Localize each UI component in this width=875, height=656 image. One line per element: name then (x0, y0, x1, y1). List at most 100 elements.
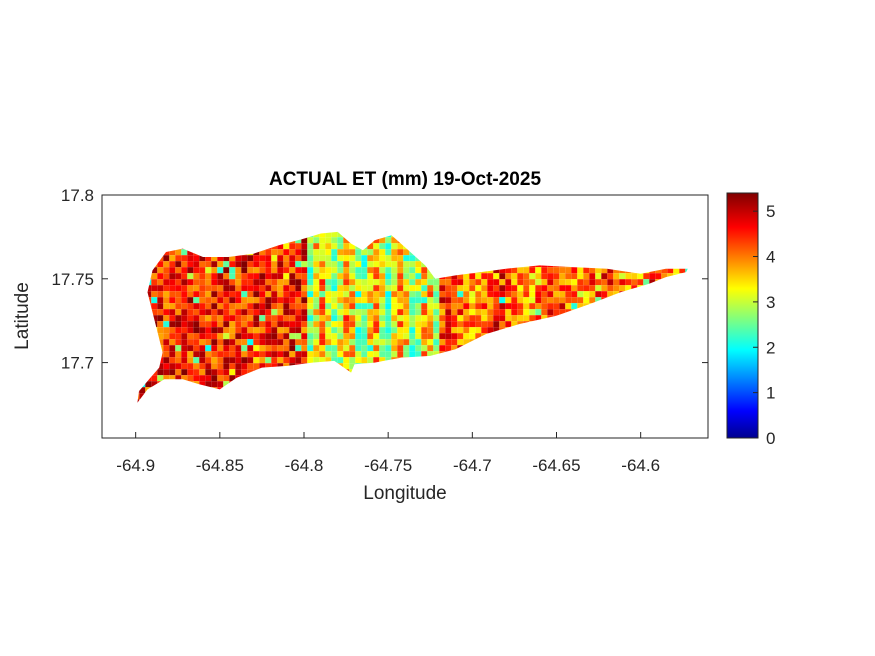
et-cell (547, 381, 554, 388)
et-cell (319, 225, 325, 231)
et-cell (451, 267, 458, 274)
et-cell (505, 249, 512, 256)
et-cell (175, 387, 182, 394)
et-cell (367, 261, 374, 268)
et-cell (241, 405, 247, 411)
et-cell (679, 387, 686, 394)
et-cell (331, 309, 338, 316)
et-cell (517, 315, 524, 322)
et-cell (325, 327, 332, 334)
et-cell (637, 357, 644, 364)
et-cell (283, 297, 290, 304)
et-cell (343, 315, 350, 322)
et-cell (277, 225, 283, 231)
et-cell (499, 369, 506, 376)
et-cell (439, 225, 445, 231)
et-cell (667, 249, 674, 256)
et-cell (151, 255, 158, 262)
et-cell (247, 255, 254, 262)
et-cell (217, 303, 224, 310)
et-cell (565, 393, 572, 400)
et-cell (439, 345, 446, 352)
et-cell (679, 231, 686, 238)
et-cell (445, 369, 452, 376)
et-cell (691, 363, 697, 369)
et-cell (175, 369, 182, 376)
et-cell (319, 231, 326, 238)
et-cell (193, 369, 200, 376)
et-cell (331, 321, 338, 328)
et-cell (619, 387, 626, 394)
et-cell (439, 249, 446, 256)
et-cell (259, 375, 266, 382)
et-cell (433, 333, 440, 340)
et-cell (277, 303, 284, 310)
et-cell (541, 267, 548, 274)
et-cell (337, 255, 344, 262)
et-cell (679, 243, 686, 250)
et-cell (421, 249, 428, 256)
et-cell (361, 339, 368, 346)
et-cell (127, 273, 133, 279)
et-cell (595, 237, 602, 244)
et-cell (223, 339, 230, 346)
et-cell (439, 273, 446, 280)
et-cell (613, 249, 620, 256)
et-cell (433, 237, 440, 244)
et-cell (163, 279, 170, 286)
et-cell (601, 303, 608, 310)
et-cell (607, 333, 614, 340)
et-cell (475, 381, 482, 388)
et-cell (673, 333, 680, 340)
et-cell (439, 339, 446, 346)
et-cell (451, 243, 458, 250)
et-cell (373, 255, 380, 262)
et-cell (457, 261, 464, 268)
et-cell (367, 267, 374, 274)
et-cell (331, 381, 338, 388)
et-cell (403, 369, 410, 376)
et-cell (331, 315, 338, 322)
et-cell (415, 261, 422, 268)
et-cell (547, 297, 554, 304)
et-cell (253, 309, 260, 316)
et-cell (523, 369, 530, 376)
et-cell (319, 357, 326, 364)
et-cell (403, 285, 410, 292)
et-cell (403, 255, 410, 262)
et-cell (193, 333, 200, 340)
et-cell (187, 345, 194, 352)
et-cell (565, 309, 572, 316)
et-cell (619, 261, 626, 268)
et-cell (283, 231, 290, 238)
et-cell (589, 315, 596, 322)
et-cell (571, 309, 578, 316)
et-cell (421, 225, 427, 231)
et-cell (613, 279, 620, 286)
et-cell (487, 339, 494, 346)
et-cell (349, 291, 356, 298)
et-cell (295, 321, 302, 328)
et-cell (487, 381, 494, 388)
et-cell (445, 237, 452, 244)
et-cell (127, 345, 133, 351)
et-cell (673, 309, 680, 316)
et-cell (583, 267, 590, 274)
et-cell (187, 321, 194, 328)
et-cell (679, 297, 686, 304)
et-cell (253, 393, 260, 400)
et-cell (481, 291, 488, 298)
et-cell (325, 393, 332, 400)
et-cell (433, 399, 440, 403)
et-cell (229, 261, 236, 268)
et-cell (673, 345, 680, 352)
et-cell (295, 267, 302, 274)
et-cell (223, 357, 230, 364)
et-cell (493, 351, 500, 358)
et-cell (583, 249, 590, 256)
et-cell (325, 351, 332, 358)
et-cell (685, 243, 688, 250)
et-cell (559, 321, 566, 328)
et-cell (331, 285, 338, 292)
et-cell (691, 369, 697, 375)
